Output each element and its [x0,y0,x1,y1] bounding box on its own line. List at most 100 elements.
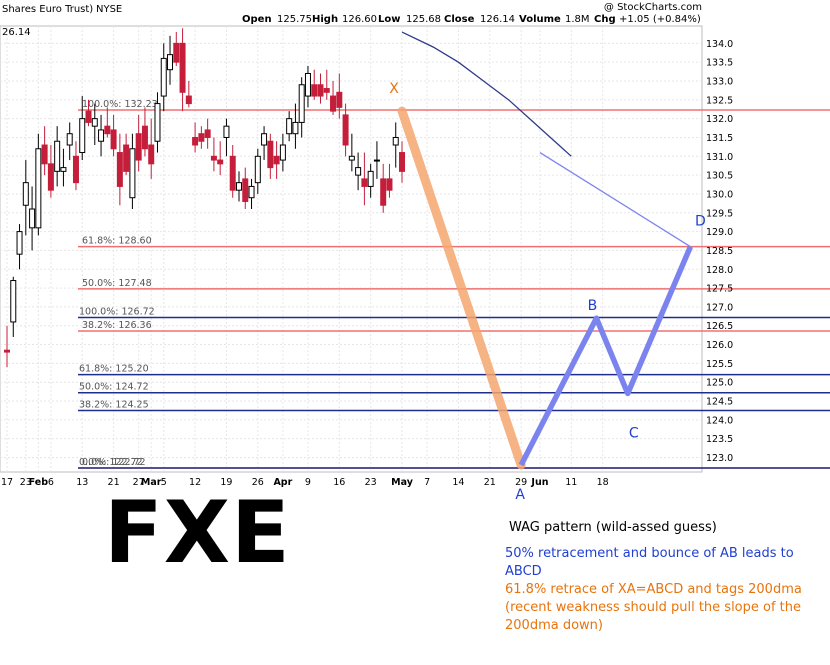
candle-body [317,84,324,97]
fib-label-xa: 38.2%: 126.36 [82,320,152,331]
candle-body [342,114,349,146]
y-tick-label: 124.0 [706,415,733,426]
fib-label-ab: 0.0%: 122.72 [79,457,143,468]
y-tick-label: 126.0 [706,340,733,351]
plot-frame [0,25,703,473]
fib-label-ab: 38.2%: 124.25 [79,399,149,410]
candle-body [355,167,362,176]
candle-body [60,167,67,172]
candle-body [4,349,10,353]
close-label: Close [444,14,475,25]
x-tick-label: 19 [220,477,232,488]
y-tick-label: 125.5 [706,359,733,370]
exchange-label: NYSE [96,4,122,15]
candle-body [380,178,387,206]
candle-body [148,144,155,165]
y-tick-label: 126.5 [706,321,733,332]
open-label: Open [242,14,272,25]
candle-body [185,95,192,105]
y-tick-label: 128.5 [706,246,733,257]
abcd-legs [518,245,693,467]
candle-body [392,136,399,146]
candle-body [160,57,167,97]
y-tick-label: 134.0 [706,39,733,50]
x-tick-label: 16 [333,477,345,488]
x-tick-label: 11 [565,477,577,488]
candle-body [242,178,249,202]
fib-label-ab: 61.8%: 125.20 [79,364,149,375]
x-tick-label: 23 [365,477,377,488]
annotation-notes: WAG pattern (wild-assed guess) 50% retra… [505,519,825,635]
candle-body [210,155,217,161]
candle-body [267,140,274,169]
y-tick-label: 124.5 [706,397,733,408]
candle-body [110,129,117,150]
candle-body [16,231,23,255]
low-label: Low [378,14,400,25]
x-tick-label: 9 [305,477,311,488]
y-tick-label: 130.0 [706,189,733,200]
candle-body [41,144,48,165]
candle-body [54,140,61,172]
x-tick-label: 18 [597,477,609,488]
y-tick-label: 132.5 [706,95,733,106]
candle-body [367,170,374,187]
volume-value: 1.8M [565,14,590,25]
y-axis-ticks: 123.0 123.5 124.0 124.5 125.0 125.5 126.0 126.5… [706,39,733,464]
y-tick-label: 133.0 [706,77,733,88]
x-tick-label: Jun [530,477,548,488]
y-tick-label: 123.5 [706,434,733,445]
x-tick-label: 26 [252,477,264,488]
candle-body [47,163,54,191]
fib-label-xa: 0.0%: 122.72 [82,457,146,468]
candle-body [399,152,406,172]
open-value: 125.75 [277,14,312,25]
candle-body [123,144,130,172]
fib-lines: 100.0%: 132.23 61.8%: 128.60 50.0%: 127.48… [78,99,830,469]
candle-body [254,155,261,184]
y-tick-label: 132.0 [706,114,733,125]
y-tick-label: 123.0 [706,453,733,464]
notes-abcd: 50% retracement and bounce of AB leads t… [505,546,794,579]
candle-body [311,84,318,97]
candle-body [304,72,311,97]
notes-title: WAG pattern (wild-assed guess) [509,520,717,535]
harmonic-pattern: X A B C D [389,81,706,503]
fib-label-ab: 100.0%: 126.72 [79,306,155,317]
candle-body [116,152,123,187]
candle-body [173,42,180,63]
y-tick-label: 128.0 [706,265,733,276]
y-tick-label: 133.5 [706,58,733,69]
candle-body [35,148,42,229]
x-tick-label: 23 [20,477,32,488]
candle-body [29,208,36,229]
candle-body [292,121,299,135]
x-tick-label: Feb [29,477,49,488]
x-tick-label: 7 [424,477,430,488]
candle-body [198,133,205,142]
y-tick-label: 129.5 [706,208,733,219]
candle-body [229,155,236,191]
x-tick-label: 29 [515,477,527,488]
x-tick-label: 21 [108,477,120,488]
candle-body [98,129,105,142]
pattern-point-c: C [629,425,639,441]
candle-body [248,185,255,199]
y-tick-label: 127.0 [706,302,733,313]
candle-body [361,178,368,187]
candle-body [273,155,280,165]
y-tick-label: 131.0 [706,152,733,163]
chg-label: Chg [594,14,616,25]
moving-average-line [401,31,691,248]
fib-label-xa: 50.0%: 127.48 [82,278,152,289]
candle-body [298,84,305,123]
y-tick-label: 125.0 [706,378,733,389]
close-value: 126.14 [480,14,515,25]
chg-value: +1.05 (+0.84%) [619,14,701,25]
candle-body [179,42,186,93]
y-tick-label: 127.5 [706,284,733,295]
fib-label-ab: 50.0%: 124.72 [79,382,149,393]
pattern-point-x: X [389,81,399,97]
candle-body [167,54,174,71]
